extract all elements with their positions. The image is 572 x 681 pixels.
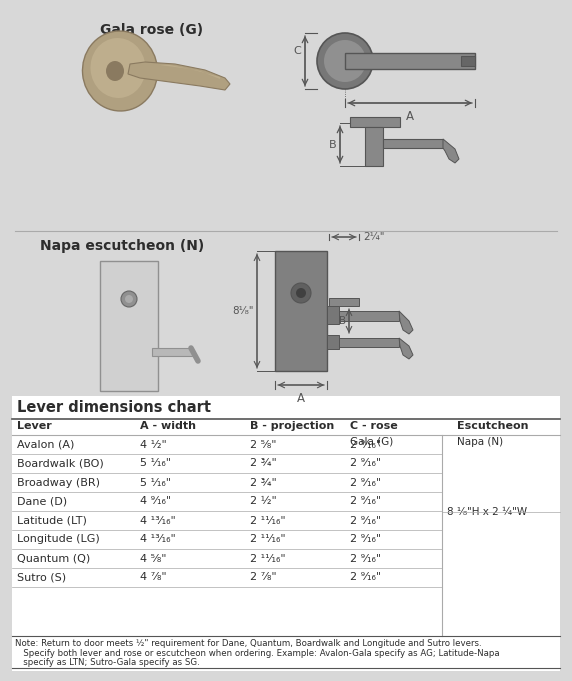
Text: 2 ⁹⁄₁₆": 2 ⁹⁄₁₆" <box>350 573 381 582</box>
Text: 2 ⁹⁄₁₆": 2 ⁹⁄₁₆" <box>350 439 381 449</box>
Text: Gala rose (G): Gala rose (G) <box>100 23 203 37</box>
Text: Lever: Lever <box>17 421 51 431</box>
Text: A - width: A - width <box>140 421 196 431</box>
Circle shape <box>125 295 133 303</box>
Text: Longitude (LG): Longitude (LG) <box>17 535 100 545</box>
Text: B: B <box>339 316 346 326</box>
Text: 2 ½": 2 ½" <box>250 496 277 507</box>
Text: 2 ⁹⁄₁₆": 2 ⁹⁄₁₆" <box>350 516 381 526</box>
Ellipse shape <box>90 38 145 98</box>
Bar <box>152 348 192 356</box>
Polygon shape <box>135 65 220 79</box>
Circle shape <box>121 291 137 307</box>
Text: Broadway (BR): Broadway (BR) <box>17 477 100 488</box>
Text: Specify both lever and rose or escutcheon when ordering. Example: Avalon-Gala sp: Specify both lever and rose or escutcheo… <box>15 649 499 658</box>
Text: C - rose: C - rose <box>350 421 398 431</box>
Polygon shape <box>399 311 413 334</box>
Text: 5 ¹⁄₁₆": 5 ¹⁄₁₆" <box>140 477 171 488</box>
Bar <box>365 127 383 166</box>
Text: Napa (N): Napa (N) <box>457 437 503 447</box>
Text: B: B <box>328 140 336 150</box>
Bar <box>275 251 327 371</box>
Text: 4 ¹⁄₂": 4 ¹⁄₂" <box>140 439 167 449</box>
Text: Sutro (S): Sutro (S) <box>17 573 66 582</box>
Bar <box>461 56 475 66</box>
Text: Lever dimensions chart: Lever dimensions chart <box>17 400 211 415</box>
Text: Quantum (Q): Quantum (Q) <box>17 554 90 563</box>
Bar <box>345 53 475 69</box>
Text: 2 ⁷⁄₈": 2 ⁷⁄₈" <box>250 573 277 582</box>
Text: 2 ⁹⁄₁₆": 2 ⁹⁄₁₆" <box>350 535 381 545</box>
Text: 2 ¾": 2 ¾" <box>250 458 277 469</box>
Text: 2 ⁹⁄₁₆": 2 ⁹⁄₁₆" <box>350 496 381 507</box>
Bar <box>329 298 359 306</box>
Circle shape <box>291 283 311 303</box>
Text: 2 ⁵⁄₈": 2 ⁵⁄₈" <box>250 439 276 449</box>
Text: Napa escutcheon (N): Napa escutcheon (N) <box>40 239 204 253</box>
Text: 5 ¹⁄₁₆": 5 ¹⁄₁₆" <box>140 458 171 469</box>
Text: Latitude (LT): Latitude (LT) <box>17 516 87 526</box>
Polygon shape <box>443 139 459 163</box>
Bar <box>327 306 339 324</box>
Text: A: A <box>297 392 305 405</box>
Bar <box>12 396 560 671</box>
Polygon shape <box>399 338 413 359</box>
Circle shape <box>324 40 366 82</box>
Text: 4 ⁹⁄₁₆": 4 ⁹⁄₁₆" <box>140 496 171 507</box>
Text: Avalon (A): Avalon (A) <box>17 439 74 449</box>
Bar <box>339 311 399 321</box>
Polygon shape <box>128 62 230 90</box>
Text: 4 ¹³⁄₁₆": 4 ¹³⁄₁₆" <box>140 516 176 526</box>
Text: 2 ¹¹⁄₁₆": 2 ¹¹⁄₁₆" <box>250 516 285 526</box>
Circle shape <box>317 33 373 89</box>
Text: 4 ⁵⁄₈": 4 ⁵⁄₈" <box>140 554 166 563</box>
Bar <box>350 117 400 127</box>
Bar <box>100 261 158 391</box>
Text: Gala (G): Gala (G) <box>350 437 394 447</box>
Text: B - projection: B - projection <box>250 421 334 431</box>
Bar <box>383 139 443 148</box>
Text: Note: Return to door meets ½" requirement for Dane, Quantum, Boardwalk and Longi: Note: Return to door meets ½" requiremen… <box>15 639 482 648</box>
Text: 2 ¾": 2 ¾" <box>250 477 277 488</box>
Text: A: A <box>406 110 414 123</box>
Text: 8 ¹⁄₈"H x 2 ¼"W: 8 ¹⁄₈"H x 2 ¼"W <box>447 507 527 517</box>
Text: 2 ⁹⁄₁₆": 2 ⁹⁄₁₆" <box>350 458 381 469</box>
Text: 2 ⁹⁄₁₆": 2 ⁹⁄₁₆" <box>350 477 381 488</box>
Text: 4 ⁷⁄₈": 4 ⁷⁄₈" <box>140 573 166 582</box>
Bar <box>339 338 399 347</box>
Text: Boardwalk (BO): Boardwalk (BO) <box>17 458 104 469</box>
Ellipse shape <box>106 61 124 81</box>
Text: Escutcheon: Escutcheon <box>457 421 529 431</box>
Text: 2 ⁹⁄₁₆": 2 ⁹⁄₁₆" <box>350 554 381 563</box>
Text: C: C <box>293 46 301 56</box>
Text: Dane (D): Dane (D) <box>17 496 67 507</box>
Text: 2 ¹¹⁄₁₆": 2 ¹¹⁄₁₆" <box>250 535 285 545</box>
Text: specify as LTN; Sutro-Gala specify as SG.: specify as LTN; Sutro-Gala specify as SG… <box>15 658 200 667</box>
Ellipse shape <box>82 31 157 111</box>
Text: 8¹⁄₈": 8¹⁄₈" <box>232 306 254 316</box>
Text: 4 ¹³⁄₁₆": 4 ¹³⁄₁₆" <box>140 535 176 545</box>
Text: 2 ¹¹⁄₁₆": 2 ¹¹⁄₁₆" <box>250 554 285 563</box>
Text: 2¼": 2¼" <box>363 232 384 242</box>
Circle shape <box>296 288 306 298</box>
Bar <box>327 335 339 349</box>
